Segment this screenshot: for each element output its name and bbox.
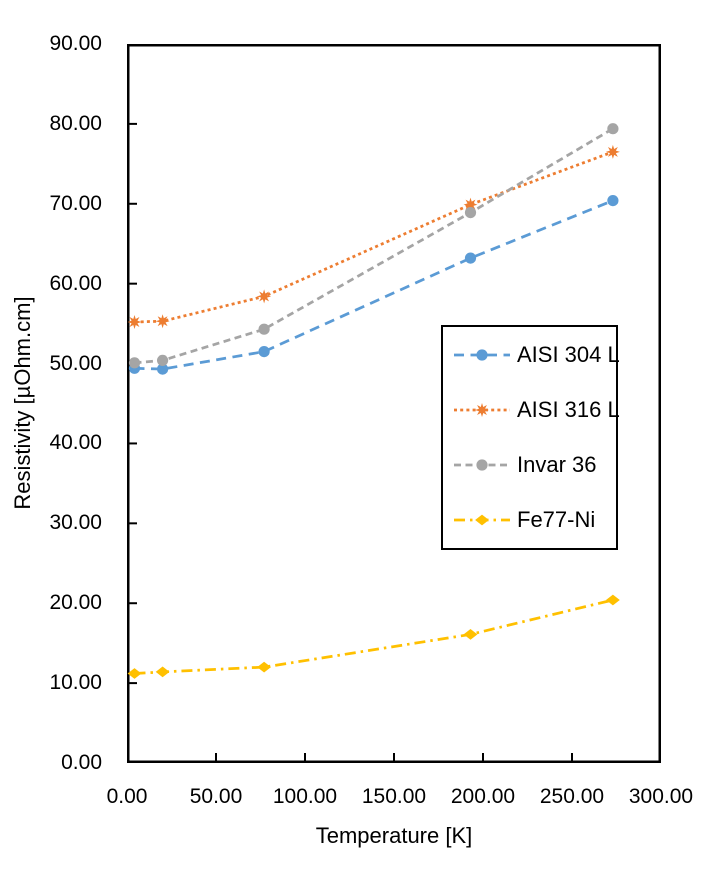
x-tick-label: 0.00 [106,785,148,808]
y-tick-label: 20.00 [49,591,102,615]
series-line-invar-36 [134,127,614,365]
data-point-invar-36 [607,123,619,135]
data-point-aisi-316-l [127,315,142,329]
legend-label-aisi-304-l: AISI 304 L [517,341,620,367]
data-point-aisi-304-l [157,363,169,375]
x-tick-label: 150.00 [361,785,427,808]
legend-item-aisi-304-l: AISI 304 L [443,327,620,382]
series-line-aisi-316-l [134,150,614,324]
x-tick-label: 200.00 [450,785,516,808]
data-point-fe77-ni [155,666,170,678]
y-tick-label: 80.00 [49,111,102,135]
data-point-aisi-316-l [155,314,170,329]
data-point-aisi-304-l [258,346,270,358]
y-tick-label: 50.00 [49,351,102,375]
plot-border [127,44,661,763]
y-tick-label: 40.00 [49,431,102,455]
data-point-fe77-ni [257,661,271,673]
legend-marker-glyph [476,459,488,471]
legend-item-aisi-316-l: AISI 316 L [443,382,620,437]
y-tick-label: 30.00 [49,511,102,535]
y-tick-label: 90.00 [49,32,102,55]
data-point-aisi-316-l [605,144,620,159]
legend-item-invar-36: Invar 36 [443,438,616,493]
x-tick-label: 300.00 [628,785,694,808]
series-line-fe77-ni [134,598,614,675]
legend-circle-marker-icon [454,459,510,471]
data-point-aisi-316-l [257,289,272,304]
y-tick-label: 70.00 [49,191,102,215]
legend-item-fe77-ni: Fe77-Ni [443,493,616,548]
x-tick-label: 100.00 [272,785,338,808]
legend-marker-glyph [475,402,489,417]
plot-area [127,44,661,763]
y-tick-label: 10.00 [49,671,102,695]
data-point-invar-36 [464,207,477,219]
data-point-aisi-304-l [464,252,477,264]
data-point-fe77-ni [606,594,620,606]
x-tick-label: 250.00 [539,785,605,808]
y-tick-label: 0.00 [61,751,102,774]
legend: AISI 304 L AISI 316 L Invar 36 Fe77-Ni [441,325,620,550]
legend-star8-marker-icon [454,402,510,417]
data-point-invar-36 [128,357,141,369]
x-axis-title: Temperature [K] [315,823,473,848]
legend-circle-marker-icon [454,349,510,361]
legend-diamond-marker-icon [454,514,510,526]
legend-label-aisi-316-l: AISI 316 L [517,396,620,422]
legend-marker-glyph [476,349,488,361]
legend-label-fe77-ni: Fe77-Ni [517,507,596,533]
legend-marker-glyph [475,514,489,526]
legend-label-invar-36: Invar 36 [517,452,597,478]
data-point-invar-36 [157,354,169,366]
data-point-aisi-304-l [607,195,619,207]
y-axis-title: Resistivity [µOhm.cm] [10,296,35,510]
data-point-fe77-ni [463,629,478,640]
data-point-fe77-ni [127,668,142,679]
series-line-aisi-304-l [134,199,614,371]
data-point-aisi-316-l [463,197,478,212]
data-point-invar-36 [258,323,270,335]
x-tick-label: 50.00 [189,785,243,808]
y-tick-label: 60.00 [49,271,102,295]
